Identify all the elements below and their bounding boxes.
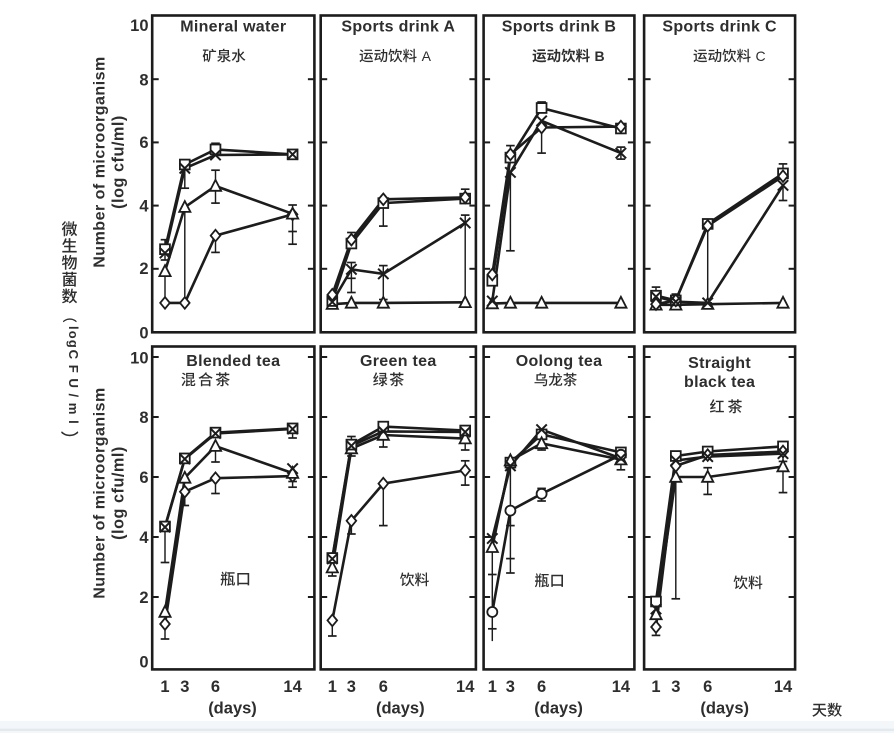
svg-text:Sports drink C: Sports drink C bbox=[662, 19, 777, 36]
svg-text:Blended tea: Blended tea bbox=[186, 353, 280, 370]
svg-text:8: 8 bbox=[139, 72, 148, 90]
svg-text:Sports drink B: Sports drink B bbox=[502, 19, 616, 36]
svg-text:(days): (days) bbox=[376, 700, 425, 718]
svg-text:Mineral water: Mineral water bbox=[180, 19, 286, 36]
svg-text:Sports drink A: Sports drink A bbox=[341, 19, 455, 36]
svg-text:log: log bbox=[66, 326, 81, 349]
svg-text:2: 2 bbox=[139, 589, 148, 607]
svg-text:C: C bbox=[756, 48, 766, 64]
svg-text:1: 1 bbox=[328, 678, 337, 696]
svg-text:14: 14 bbox=[456, 678, 475, 696]
svg-text:3: 3 bbox=[180, 678, 189, 696]
svg-text:6: 6 bbox=[537, 678, 546, 696]
svg-text:3: 3 bbox=[671, 678, 680, 696]
svg-text:(log cfu/ml): (log cfu/ml) bbox=[110, 115, 128, 209]
svg-text:6: 6 bbox=[139, 469, 148, 487]
svg-text:CFU/ml: CFU/ml bbox=[66, 350, 81, 430]
svg-text:Number of microorganism: Number of microorganism bbox=[91, 56, 108, 268]
svg-text:A: A bbox=[422, 48, 432, 64]
svg-text:(days): (days) bbox=[700, 700, 749, 718]
svg-text:Straight: Straight bbox=[688, 355, 751, 372]
svg-text:8: 8 bbox=[139, 409, 148, 427]
svg-text:0: 0 bbox=[139, 654, 148, 672]
svg-text:10: 10 bbox=[130, 350, 148, 368]
svg-text:Number of microorganism: Number of microorganism bbox=[91, 387, 108, 599]
svg-text:black tea: black tea bbox=[684, 374, 755, 391]
svg-text:1: 1 bbox=[488, 678, 497, 696]
svg-text:14: 14 bbox=[774, 678, 793, 696]
svg-text:Oolong tea: Oolong tea bbox=[516, 353, 603, 370]
svg-text:0: 0 bbox=[139, 325, 148, 343]
svg-text:(days): (days) bbox=[534, 700, 583, 718]
svg-text:6: 6 bbox=[211, 678, 220, 696]
svg-text:6: 6 bbox=[703, 678, 712, 696]
svg-text:1: 1 bbox=[651, 678, 660, 696]
svg-text:4: 4 bbox=[139, 198, 149, 216]
svg-text:4: 4 bbox=[139, 529, 149, 547]
svg-text:(log cfu/ml): (log cfu/ml) bbox=[110, 446, 128, 540]
svg-text:Green tea: Green tea bbox=[360, 353, 437, 370]
svg-text:6: 6 bbox=[139, 134, 148, 152]
svg-text:10: 10 bbox=[130, 17, 148, 35]
svg-text:14: 14 bbox=[283, 678, 302, 696]
svg-text:2: 2 bbox=[139, 260, 148, 278]
svg-text:3: 3 bbox=[506, 678, 515, 696]
svg-text:B: B bbox=[595, 48, 605, 64]
svg-text:3: 3 bbox=[347, 678, 356, 696]
svg-text:(days): (days) bbox=[208, 700, 257, 718]
svg-text:6: 6 bbox=[379, 678, 388, 696]
svg-text:14: 14 bbox=[612, 678, 631, 696]
svg-text:1: 1 bbox=[160, 678, 169, 696]
